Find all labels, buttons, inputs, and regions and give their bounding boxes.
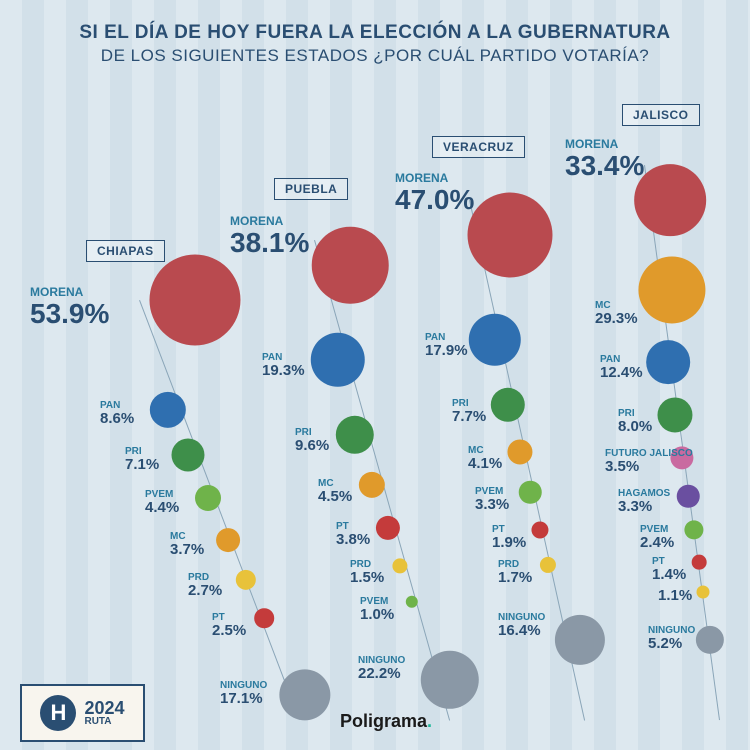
party-bubble (638, 256, 705, 323)
party-label: PT1.4% (652, 556, 686, 584)
state-label: VERACRUZ (432, 140, 525, 154)
state-label: CHIAPAS (86, 244, 165, 258)
state-label: PUEBLA (274, 182, 348, 196)
party-label: PAN8.6% (100, 400, 134, 428)
party-label: MC29.3% (595, 300, 638, 328)
party-bubble (657, 397, 692, 432)
party-label: PRD1.7% (498, 559, 532, 587)
party-label: PAN17.9% (425, 332, 468, 360)
party-bubble (254, 608, 274, 628)
party-label: PVEM3.3% (475, 486, 509, 514)
party-label: NINGUNO16.4% (498, 612, 545, 640)
footer: H 2024 RUTA Poligrama. (0, 690, 750, 750)
party-label: PRI7.1% (125, 446, 159, 474)
heraldo-h-icon: H (40, 695, 76, 731)
party-bubble (692, 555, 707, 570)
party-label: NINGUNO22.2% (358, 655, 405, 683)
party-label: PAN19.3% (262, 352, 305, 380)
party-label: PT2.5% (212, 612, 246, 640)
party-bubble (149, 254, 240, 345)
party-bubble (195, 485, 221, 511)
party-label: NINGUNO5.2% (648, 625, 695, 653)
party-label: MC4.1% (468, 445, 502, 473)
party-label: 1.1% (658, 588, 692, 605)
party-bubble (646, 340, 690, 384)
state-label: JALISCO (622, 108, 700, 122)
heraldo-ruta-logo: H 2024 RUTA (20, 684, 145, 742)
party-label: PT3.8% (336, 521, 370, 549)
party-label: PRI9.6% (295, 427, 329, 455)
party-label: MORENA33.4% (565, 138, 644, 182)
title-line-1: SI EL DÍA DE HOY FUERA LA ELECCIÓN A LA … (0, 22, 750, 44)
party-label: MC3.7% (170, 531, 204, 559)
party-label: PVEM4.4% (145, 489, 179, 517)
party-bubble (507, 439, 532, 464)
party-bubble (171, 438, 204, 471)
party-bubble (519, 481, 542, 504)
party-bubble (555, 615, 605, 665)
title-line-2: DE LOS SIGUIENTES ESTADOS ¿POR CUÁL PART… (0, 46, 750, 66)
party-label: PAN12.4% (600, 354, 643, 382)
party-label: PRD1.5% (350, 559, 384, 587)
party-label: PRI7.7% (452, 398, 486, 426)
party-label: MORENA47.0% (395, 172, 474, 216)
poligrama-logo: Poligrama. (340, 711, 432, 732)
party-label: PRI8.0% (618, 408, 652, 436)
party-label: PVEM2.4% (640, 524, 674, 552)
party-label: MORENA53.9% (30, 286, 109, 330)
ruta-2024-label: 2024 RUTA (84, 699, 124, 727)
party-bubble (697, 586, 710, 599)
party-bubble (216, 528, 240, 552)
party-label: PVEM1.0% (360, 596, 394, 624)
chart-title: SI EL DÍA DE HOY FUERA LA ELECCIÓN A LA … (0, 22, 750, 66)
party-bubble (468, 193, 553, 278)
party-label: MC4.5% (318, 478, 352, 506)
party-bubble (634, 164, 706, 236)
party-label: HAGAMOS3.3% (618, 488, 670, 516)
party-bubble (312, 227, 389, 304)
party-label: PT1.9% (492, 524, 526, 552)
party-label: PRD2.7% (188, 572, 222, 600)
party-bubble (531, 521, 548, 538)
party-label: MORENA38.1% (230, 215, 309, 259)
party-bubble (677, 485, 700, 508)
party-label: FUTURO JALISCO3.5% (605, 448, 693, 476)
